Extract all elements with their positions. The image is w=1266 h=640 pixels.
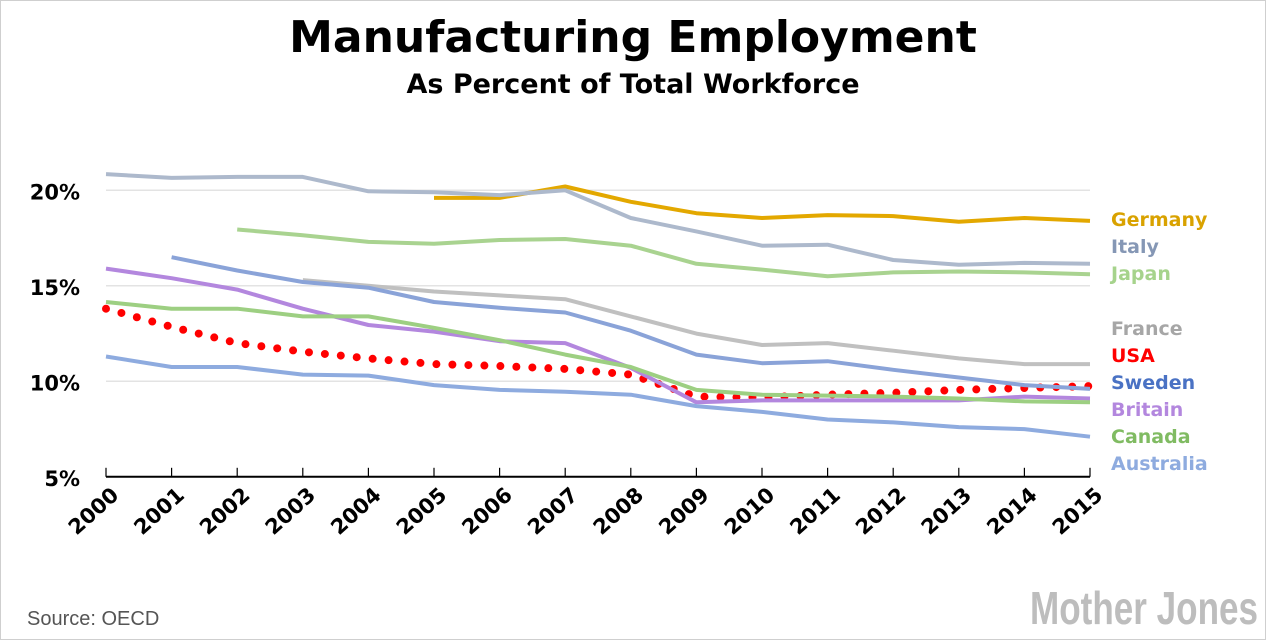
chart-title: Manufacturing Employment — [289, 12, 977, 63]
x-tick-label: 2011 — [785, 483, 844, 540]
source-note: Source: OECD — [27, 608, 159, 630]
x-tick-label: 2008 — [589, 483, 648, 540]
legend-label-canada: Canada — [1111, 426, 1191, 448]
legend-label-sweden: Sweden — [1111, 372, 1195, 394]
series-line-italy — [105, 172, 1091, 267]
x-tick-label: 2001 — [129, 483, 188, 540]
y-tick-label: 10% — [30, 371, 80, 395]
series-line-britain — [105, 266, 1091, 405]
legend-label-japan: Japan — [1109, 263, 1171, 285]
x-tick-label: 2003 — [261, 483, 320, 540]
legend-label-usa: USA — [1111, 345, 1155, 367]
x-tick-label: 2004 — [326, 483, 385, 540]
legend-label-australia: Australia — [1111, 453, 1208, 475]
x-tick-label: 2012 — [851, 483, 910, 540]
x-tick-label: 2000 — [64, 483, 123, 540]
y-tick-label: 15% — [30, 276, 80, 300]
legend-label-britain: Britain — [1111, 399, 1183, 421]
series-line-australia — [105, 354, 1091, 439]
series-line-sweden — [171, 255, 1091, 391]
x-tick-label: 2015 — [1048, 483, 1107, 540]
chart-subtitle: As Percent of Total Workforce — [406, 69, 859, 100]
series-line-france — [302, 278, 1090, 367]
series-line-usa — [102, 304, 1094, 402]
x-tick-label: 2014 — [982, 483, 1041, 540]
series-line-canada — [105, 300, 1091, 405]
mother-jones-logo: Mother Jones — [1030, 582, 1258, 634]
legend-label-france: France — [1111, 318, 1183, 340]
legend-label-germany: Germany — [1111, 209, 1208, 231]
x-tick-label: 2013 — [917, 483, 976, 540]
y-tick-label: 20% — [30, 180, 80, 204]
x-tick-label: 2005 — [392, 483, 451, 540]
x-tick-label: 2010 — [720, 483, 779, 540]
y-tick-label: 5% — [44, 467, 80, 491]
legend-label-italy: Italy — [1111, 236, 1159, 258]
x-tick-label: 2006 — [457, 483, 516, 540]
x-tick-label: 2002 — [195, 483, 254, 540]
x-tick-label: 2009 — [654, 483, 713, 540]
x-tick-label: 2007 — [523, 483, 582, 540]
series-line-japan — [237, 227, 1091, 279]
